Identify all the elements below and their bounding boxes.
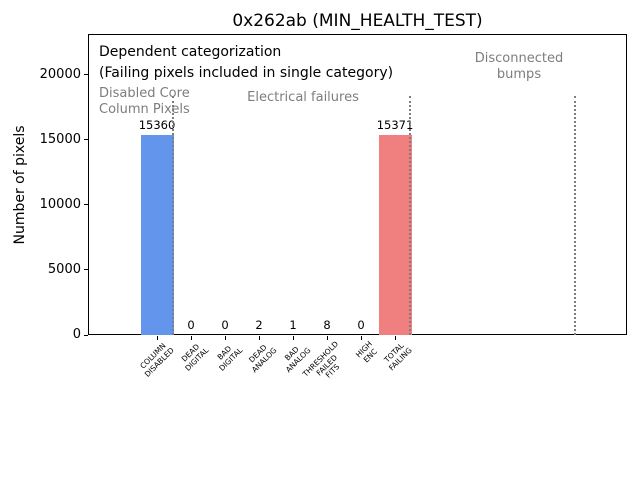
x-tick-label-dead-digital: DEAD DIGITAL [179,342,210,373]
plot-area [88,34,627,335]
x-tick-mark [361,336,362,340]
y-tick-mark [84,204,88,206]
y-tick-label: 20000 [39,66,81,82]
y-tick-label: 10000 [39,196,81,212]
category-separator-line-3 [573,96,576,335]
x-tick-mark [395,336,396,340]
x-tick-mark [293,336,294,340]
categorization-note: Dependent categorization (Failing pixels… [99,44,394,81]
value-label-dead-digital: 0 [187,318,195,332]
y-tick-mark [84,74,88,76]
value-label-high-enc: 0 [357,318,365,332]
category-separator-line-1 [171,96,174,335]
x-tick-mark [157,336,158,340]
value-label-bad-analog: 1 [289,318,297,332]
value-label-total-failing: 15371 [376,118,414,133]
value-label-column-disabled: 15360 [138,118,176,133]
x-tick-label-high-enc: HIGH ENC [353,339,379,365]
x-tick-label-total-failing: TOTAL FAILING [382,341,414,373]
x-tick-label-column-disabled: COLUMN DISABLED [138,341,176,379]
bar-column-disabled [140,135,174,335]
value-label-bad-digital: 0 [221,318,229,332]
x-tick-mark [327,336,328,340]
bar-total-failing [378,135,412,335]
region-label-disconnected-bumps: Disconnected bumps [474,51,564,82]
x-tick-label-bad-digital: BAD DIGITAL [215,343,244,373]
value-label-dead-analog: 2 [255,318,263,332]
category-separator-line-2 [408,96,411,335]
y-tick-label: 5000 [47,261,81,277]
y-tick-mark [84,334,88,336]
y-tick-label: 0 [72,327,81,342]
region-label-disabled-core: Disabled Core Column Pixels [99,86,190,117]
y-tick-mark [84,269,88,271]
x-tick-mark [259,336,260,340]
chart-title: 0x262ab (MIN_HEALTH_TEST) [232,11,483,31]
x-tick-mark [191,336,192,340]
y-tick-mark [84,139,88,141]
x-tick-label-dead-analog: DEAD ANALOG [246,342,278,374]
y-tick-label: 15000 [39,131,81,147]
region-label-electrical-failures: Electrical failures [247,90,359,105]
x-tick-mark [225,336,226,340]
value-label-threshold-failed-fits: 8 [323,318,331,332]
